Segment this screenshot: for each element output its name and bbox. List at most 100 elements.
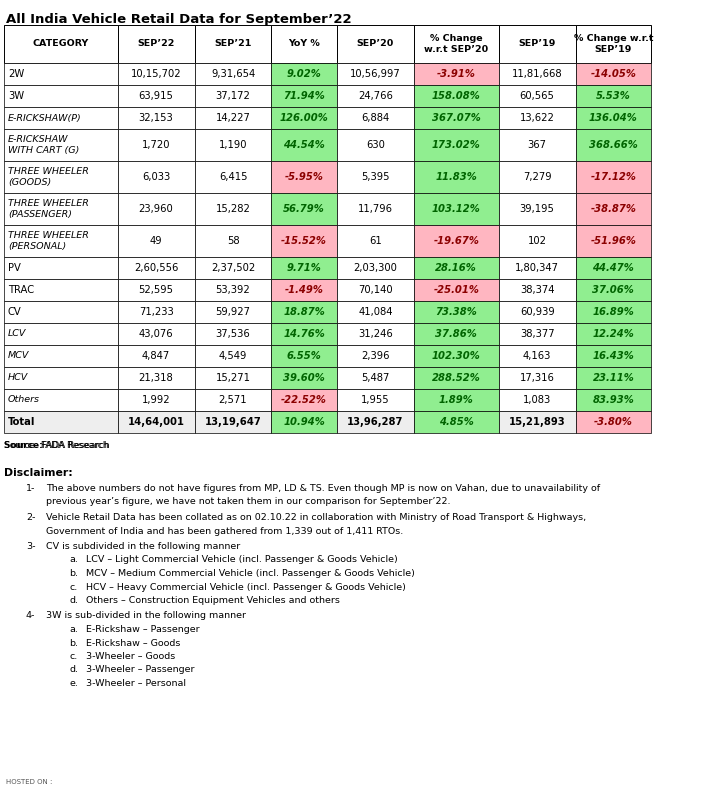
Text: 11,796: 11,796	[358, 204, 393, 214]
Bar	[499, 345, 576, 367]
Text: 11.83%: 11.83%	[435, 172, 477, 182]
Text: 15,282: 15,282	[216, 204, 250, 214]
Text: 16.43%: 16.43%	[593, 351, 634, 361]
Bar	[576, 389, 651, 411]
Bar	[576, 367, 651, 389]
Bar	[4, 107, 118, 129]
Bar	[118, 129, 195, 161]
Bar	[271, 161, 337, 193]
Text: 9.71%: 9.71%	[287, 263, 321, 273]
Bar	[118, 225, 195, 257]
Bar	[271, 225, 337, 257]
Text: 3-Wheeler – Goods: 3-Wheeler – Goods	[86, 652, 175, 661]
Bar	[576, 301, 651, 323]
Text: 9,31,654: 9,31,654	[211, 69, 255, 79]
Text: 2,60,556: 2,60,556	[134, 263, 178, 273]
Text: 16.89%: 16.89%	[593, 307, 634, 317]
Bar	[4, 411, 118, 433]
Text: 23,960: 23,960	[139, 204, 174, 214]
Text: b.: b.	[69, 569, 78, 578]
Bar	[118, 411, 195, 433]
Bar	[337, 257, 414, 279]
Text: 6.55%: 6.55%	[287, 351, 321, 361]
Text: 3W is sub-divided in the following manner: 3W is sub-divided in the following manne…	[46, 611, 246, 621]
Text: Government of India and has been gathered from 1,339 out of 1,411 RTOs.: Government of India and has been gathere…	[46, 526, 403, 535]
Text: HCV – Heavy Commercial Vehicle (incl. Passenger & Goods Vehicle): HCV – Heavy Commercial Vehicle (incl. Pa…	[86, 582, 406, 591]
Bar	[118, 193, 195, 225]
Text: 2W: 2W	[8, 69, 24, 79]
Text: 102.30%: 102.30%	[432, 351, 481, 361]
Text: CV is subdivided in the following manner: CV is subdivided in the following manner	[46, 542, 240, 551]
Bar	[499, 389, 576, 411]
Text: MCV – Medium Commercial Vehicle (incl. Passenger & Goods Vehicle): MCV – Medium Commercial Vehicle (incl. P…	[86, 569, 415, 578]
Bar	[414, 107, 499, 129]
Text: 17,316: 17,316	[520, 373, 555, 383]
Bar	[499, 25, 576, 63]
Bar	[118, 25, 195, 63]
Text: -3.91%: -3.91%	[437, 69, 475, 79]
Bar	[118, 301, 195, 323]
Text: 12.24%: 12.24%	[593, 329, 634, 339]
Text: SEP’20: SEP’20	[357, 39, 394, 49]
Text: previous year’s figure, we have not taken them in our comparison for September’2: previous year’s figure, we have not take…	[46, 498, 451, 506]
Bar	[337, 161, 414, 193]
Text: 630: 630	[366, 140, 385, 150]
Text: 10,56,997: 10,56,997	[350, 69, 401, 79]
Text: 39,195: 39,195	[520, 204, 555, 214]
Bar	[4, 257, 118, 279]
Text: 37,536: 37,536	[216, 329, 250, 339]
Text: 367: 367	[528, 140, 547, 150]
Text: 2,396: 2,396	[361, 351, 390, 361]
Text: YoY %: YoY %	[289, 39, 320, 49]
Bar	[271, 389, 337, 411]
Text: 13,19,647: 13,19,647	[204, 417, 262, 427]
Text: c.: c.	[69, 582, 77, 591]
Bar	[414, 85, 499, 107]
Bar	[499, 129, 576, 161]
Text: 52,595: 52,595	[139, 285, 174, 295]
Text: 23.11%: 23.11%	[593, 373, 634, 383]
Text: 1-: 1-	[26, 484, 36, 493]
Text: 5,395: 5,395	[361, 172, 390, 182]
Text: 1.89%: 1.89%	[439, 395, 473, 405]
Text: 18.87%: 18.87%	[284, 307, 325, 317]
Bar	[576, 193, 651, 225]
Bar	[414, 389, 499, 411]
Text: FADA Research: FADA Research	[42, 442, 110, 450]
Text: CATEGORY: CATEGORY	[33, 39, 89, 49]
Text: 24,766: 24,766	[358, 91, 393, 101]
Text: 288.52%: 288.52%	[432, 373, 481, 383]
Bar	[195, 85, 271, 107]
Text: 136.04%: 136.04%	[589, 113, 638, 123]
Bar	[4, 301, 118, 323]
Text: All India Vehicle Retail Data for September’22: All India Vehicle Retail Data for Septem…	[6, 13, 352, 26]
Text: LCV – Light Commercial Vehicle (incl. Passenger & Goods Vehicle): LCV – Light Commercial Vehicle (incl. Pa…	[86, 555, 398, 565]
Text: THREE WHEELER
(PERSONAL): THREE WHEELER (PERSONAL)	[8, 231, 89, 251]
Bar	[271, 193, 337, 225]
Bar	[576, 225, 651, 257]
Text: 103.12%: 103.12%	[432, 204, 481, 214]
Text: 6,884: 6,884	[361, 113, 390, 123]
Text: 3W: 3W	[8, 91, 24, 101]
Text: 7,279: 7,279	[523, 172, 552, 182]
Bar	[414, 301, 499, 323]
Text: E-Rickshaw – Passenger: E-Rickshaw – Passenger	[86, 625, 200, 634]
Text: b.: b.	[69, 638, 78, 647]
Bar	[118, 107, 195, 129]
Text: d.: d.	[69, 666, 78, 674]
Bar	[414, 129, 499, 161]
Bar	[118, 389, 195, 411]
Bar	[337, 193, 414, 225]
Text: a.: a.	[69, 555, 78, 565]
Bar	[195, 161, 271, 193]
Text: 53,392: 53,392	[216, 285, 250, 295]
Bar	[271, 25, 337, 63]
Bar	[271, 411, 337, 433]
Bar	[195, 367, 271, 389]
Bar	[337, 411, 414, 433]
Text: 11,81,668: 11,81,668	[512, 69, 563, 79]
Text: e.: e.	[69, 679, 78, 688]
Bar	[4, 279, 118, 301]
Text: 10.94%: 10.94%	[284, 417, 325, 427]
Text: 1,992: 1,992	[142, 395, 170, 405]
